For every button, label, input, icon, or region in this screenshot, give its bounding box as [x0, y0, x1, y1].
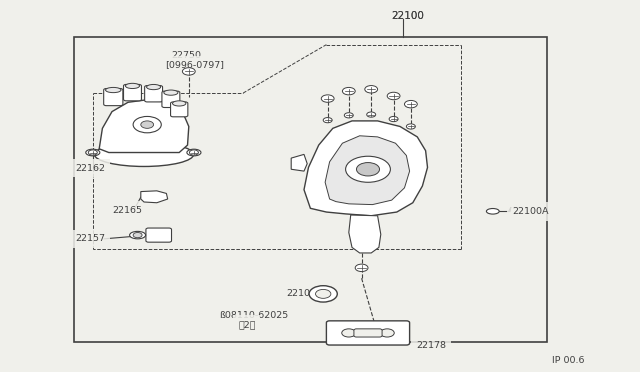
Polygon shape — [349, 215, 381, 253]
FancyBboxPatch shape — [146, 228, 172, 242]
Circle shape — [387, 92, 400, 100]
Text: 22100: 22100 — [392, 11, 424, 20]
Circle shape — [323, 118, 332, 123]
Text: 22165: 22165 — [112, 206, 142, 215]
FancyBboxPatch shape — [124, 84, 141, 101]
Ellipse shape — [86, 149, 100, 156]
FancyBboxPatch shape — [104, 89, 123, 106]
Ellipse shape — [130, 231, 146, 239]
Circle shape — [406, 124, 415, 129]
Ellipse shape — [173, 101, 186, 106]
Bar — [74, 37, 547, 342]
Text: 22100: 22100 — [392, 11, 424, 20]
Ellipse shape — [486, 208, 499, 214]
Circle shape — [342, 87, 355, 95]
Text: 22100E: 22100E — [287, 289, 323, 298]
Circle shape — [356, 163, 380, 176]
Circle shape — [365, 86, 378, 93]
Polygon shape — [325, 136, 410, 205]
FancyBboxPatch shape — [354, 329, 382, 337]
Text: IP 00.6: IP 00.6 — [552, 356, 584, 365]
FancyBboxPatch shape — [170, 102, 188, 117]
Circle shape — [389, 116, 398, 122]
Circle shape — [404, 100, 417, 108]
Circle shape — [316, 289, 331, 298]
Text: ß08110-62025: ß08110-62025 — [219, 311, 288, 320]
Polygon shape — [99, 99, 189, 153]
Text: 22162: 22162 — [75, 164, 105, 173]
Ellipse shape — [125, 83, 140, 89]
Circle shape — [321, 95, 334, 102]
FancyBboxPatch shape — [145, 86, 163, 102]
Circle shape — [355, 264, 368, 272]
Circle shape — [346, 156, 390, 182]
Ellipse shape — [187, 149, 201, 156]
Circle shape — [309, 286, 337, 302]
Text: （2）: （2） — [238, 320, 255, 329]
Circle shape — [380, 329, 394, 337]
Polygon shape — [291, 154, 307, 171]
Text: 22100A: 22100A — [512, 207, 548, 216]
Text: [0996-0797]: [0996-0797] — [165, 61, 224, 70]
Circle shape — [342, 329, 356, 337]
Ellipse shape — [164, 90, 178, 95]
Circle shape — [344, 113, 353, 118]
Circle shape — [133, 116, 161, 133]
Circle shape — [189, 150, 198, 155]
FancyBboxPatch shape — [162, 91, 180, 108]
Ellipse shape — [95, 142, 194, 167]
Polygon shape — [304, 121, 428, 216]
FancyBboxPatch shape — [326, 321, 410, 345]
Circle shape — [133, 232, 142, 238]
Text: 22178: 22178 — [416, 341, 446, 350]
Polygon shape — [141, 191, 168, 203]
Circle shape — [367, 112, 376, 117]
Text: 22157: 22157 — [75, 234, 105, 243]
Ellipse shape — [106, 87, 121, 93]
Text: 22750: 22750 — [172, 51, 202, 60]
Circle shape — [88, 150, 97, 155]
Circle shape — [141, 121, 154, 128]
Ellipse shape — [147, 84, 161, 90]
Circle shape — [182, 68, 195, 75]
